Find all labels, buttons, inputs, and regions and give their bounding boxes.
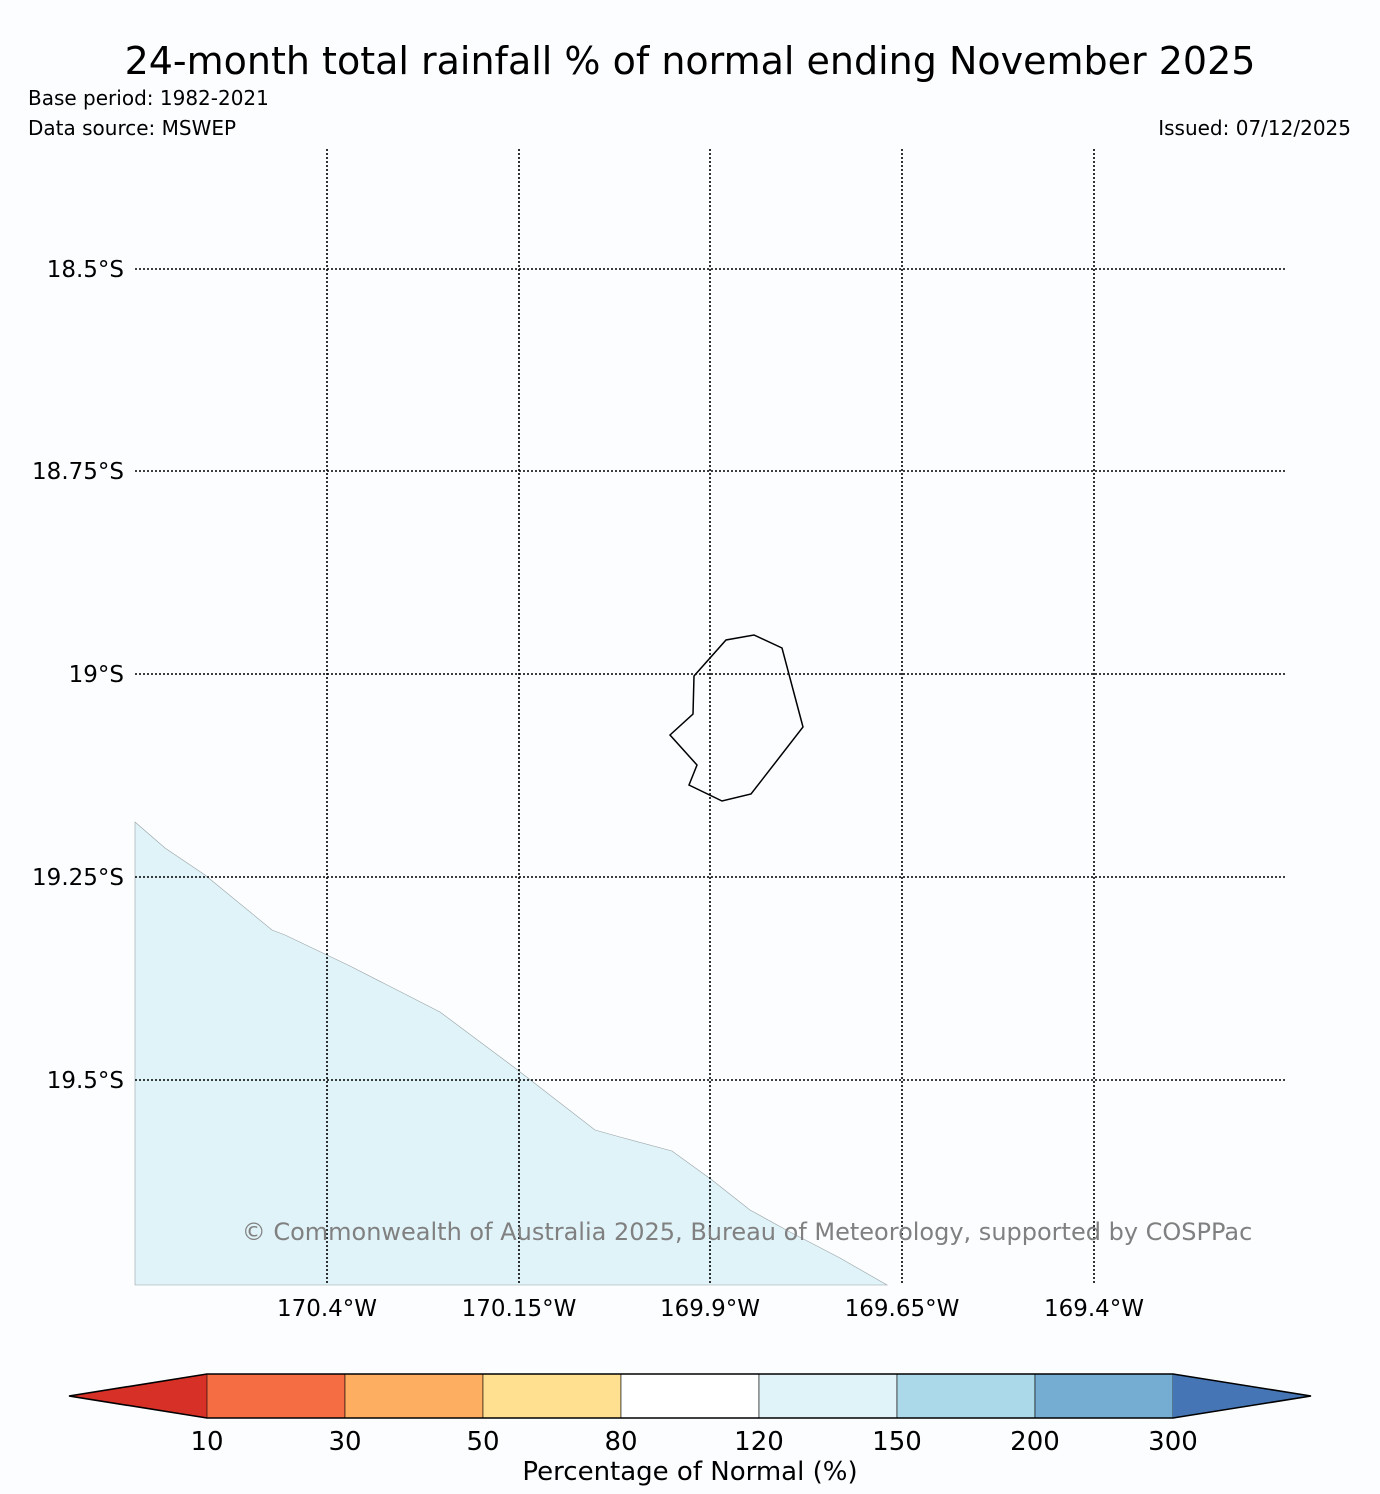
colorbar-extend-low — [69, 1374, 207, 1418]
colorbar-segment — [758, 1373, 898, 1419]
rainfall-region-shaded — [134, 821, 889, 1286]
colorbar-title: Percentage of Normal (%) — [522, 1457, 857, 1487]
longitude-gridlines — [326, 149, 1095, 1285]
colorbar-tick-150: 150 — [872, 1427, 922, 1457]
copyright-text: © Commonwealth of Australia 2025, Bureau… — [242, 1218, 1253, 1246]
base-period-label: Base period: 1982-2021 — [28, 86, 269, 110]
issued-date-label: Issued: 07/12/2025 — [1158, 116, 1351, 140]
lon-label-170-4: 170.4°W — [277, 1296, 377, 1322]
colorbar-tick-labels: 10 30 50 80 120 150 200 300 — [190, 1427, 1197, 1457]
colorbar-segment — [206, 1373, 346, 1419]
colorbar — [68, 1373, 1312, 1419]
lon-label-169-65: 169.65°W — [845, 1296, 960, 1322]
lon-label-169-4: 169.4°W — [1044, 1296, 1144, 1322]
colorbar-tick-120: 120 — [734, 1427, 784, 1457]
colorbar-tick-30: 30 — [328, 1427, 361, 1457]
lat-label-19: 19°S — [69, 662, 124, 688]
colorbar-segment — [896, 1373, 1036, 1419]
colorbar-tick-300: 300 — [1148, 1427, 1198, 1457]
colorbar-tick-10: 10 — [190, 1427, 223, 1457]
colorbar-tick-200: 200 — [1010, 1427, 1060, 1457]
colorbar-segment — [1034, 1373, 1174, 1419]
data-source-label: Data source: MSWEP — [28, 116, 237, 140]
lat-label-18-5: 18.5°S — [47, 257, 124, 283]
lon-label-170-15: 170.15°W — [462, 1296, 577, 1322]
island-outline — [668, 634, 804, 802]
lon-label-169-9: 169.9°W — [660, 1296, 760, 1322]
colorbar-tick-50: 50 — [466, 1427, 499, 1457]
colorbar-extend-high — [1173, 1374, 1311, 1418]
map-title: 24-month total rainfall % of normal endi… — [124, 39, 1256, 83]
colorbar-outline — [68, 1373, 1312, 1419]
colorbar-segment — [482, 1373, 622, 1419]
colorbar-segment — [620, 1373, 760, 1419]
lat-label-18-75: 18.75°S — [32, 459, 124, 485]
lat-label-19-25: 19.25°S — [32, 865, 124, 891]
colorbar-tick-80: 80 — [604, 1427, 637, 1457]
colorbar-segment — [344, 1373, 484, 1419]
lat-label-19-5: 19.5°S — [47, 1068, 124, 1094]
